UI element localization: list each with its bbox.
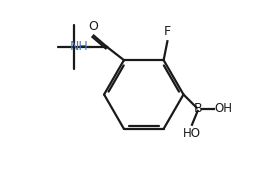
Text: O: O [88, 20, 98, 33]
Text: F: F [164, 25, 171, 38]
Text: B: B [193, 102, 202, 115]
Text: OH: OH [215, 102, 233, 115]
Text: HO: HO [183, 127, 201, 140]
Text: NH: NH [70, 40, 89, 53]
